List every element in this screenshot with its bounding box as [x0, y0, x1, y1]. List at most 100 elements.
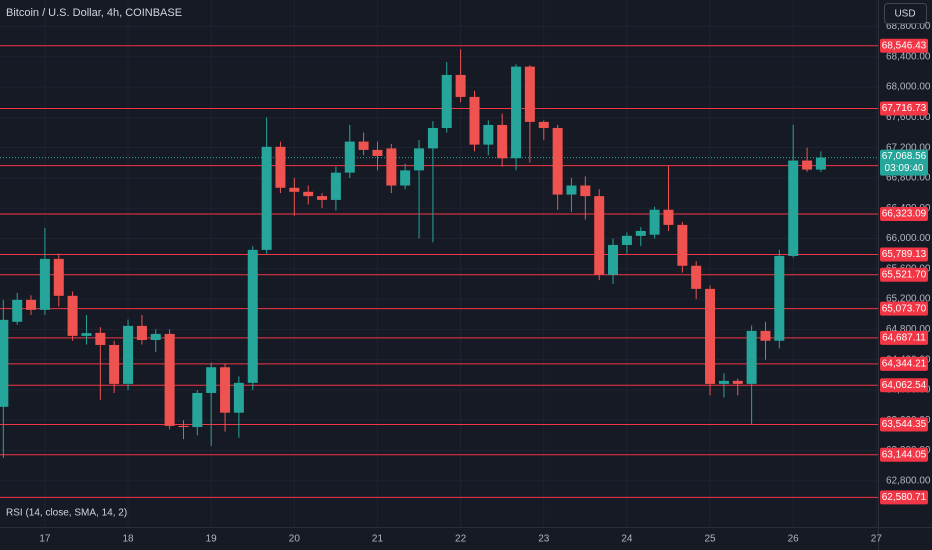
level-price-box — [880, 356, 928, 371]
candle-body — [233, 382, 244, 413]
level-price-label: 63,544.35 — [882, 419, 927, 430]
level-price-box — [880, 247, 928, 262]
level-price-box — [880, 301, 928, 316]
candle-body — [815, 157, 826, 170]
candle-body — [344, 141, 355, 173]
currency-button[interactable] — [884, 3, 927, 24]
candle-body — [538, 121, 549, 128]
level-price-box — [880, 330, 928, 345]
candle-body — [303, 191, 314, 197]
y-tick-label: 67,200.00 — [886, 142, 931, 153]
grid — [0, 0, 878, 527]
candle-body — [81, 333, 92, 336]
candle-body — [760, 330, 771, 341]
y-tick-label: 64,800.00 — [886, 324, 931, 335]
candle-body — [261, 146, 272, 250]
x-tick-label: 18 — [122, 534, 134, 545]
y-tick-label: 66,800.00 — [886, 173, 931, 184]
x-tick-label: 26 — [788, 534, 800, 545]
level-price-label: 64,062.54 — [882, 380, 927, 391]
candle-body — [123, 325, 134, 384]
x-tick-label: 21 — [372, 534, 384, 545]
candle-body — [635, 230, 646, 236]
candle-body — [746, 330, 757, 384]
axes: 62,800.0063,200.0063,600.0064,000.0064,4… — [39, 21, 931, 544]
candle-body — [330, 172, 341, 200]
candle-body — [67, 295, 78, 336]
candle-body — [136, 325, 147, 340]
candle-body — [774, 255, 785, 341]
candle-body — [552, 127, 563, 195]
candle-body — [566, 185, 577, 195]
candle-body — [109, 344, 120, 384]
candle-body — [178, 425, 189, 428]
levels — [0, 45, 878, 498]
chart-title: Bitcoin / U.S. Dollar, 4h, COINBASE — [6, 7, 182, 19]
level-price-label: 64,344.21 — [882, 359, 927, 370]
candle-body — [497, 124, 508, 159]
candle-body — [677, 224, 688, 266]
candle-body — [95, 332, 106, 345]
candle-body — [483, 124, 494, 145]
level-price-label: 65,073.70 — [882, 303, 927, 314]
x-tick-label: 17 — [39, 534, 51, 545]
candle-body — [12, 299, 23, 322]
candle-body — [275, 146, 286, 188]
level-price-label: 67,716.73 — [882, 103, 927, 114]
level-price-label: 66,323.09 — [882, 209, 927, 220]
candle-body — [441, 74, 452, 128]
y-tick-label: 66,000.00 — [886, 233, 931, 244]
candle-body — [386, 148, 397, 186]
candle-body — [621, 235, 632, 245]
x-tick-label: 19 — [206, 534, 218, 545]
candle-body — [649, 209, 660, 235]
last-price-label: 67,068.56 — [882, 151, 927, 162]
x-tick-label: 23 — [538, 534, 550, 545]
level-price-box — [880, 267, 928, 282]
candle-body — [663, 209, 674, 225]
x-tick-label: 25 — [704, 534, 716, 545]
y-tick-label: 67,600.00 — [886, 112, 931, 123]
candle-body — [372, 149, 383, 156]
candle-body — [802, 160, 813, 170]
currency-label: USD — [894, 9, 915, 20]
candle-body — [289, 187, 300, 192]
x-tick-label: 22 — [455, 534, 467, 545]
level-price-box — [880, 38, 928, 53]
level-price-box — [880, 101, 928, 116]
x-tick-label: 20 — [289, 534, 301, 545]
y-tick-label: 62,800.00 — [886, 475, 931, 486]
candle-body — [53, 258, 64, 296]
countdown-label: 03:09:40 — [885, 163, 924, 174]
level-price-label: 68,546.43 — [882, 40, 927, 51]
candle-body — [220, 367, 231, 413]
candle-body — [358, 141, 369, 150]
indicator-label: RSI (14, close, SMA, 14, 2) — [6, 508, 127, 519]
last-price-box — [880, 149, 928, 176]
candle-body — [511, 66, 522, 159]
level-price-label: 63,144.05 — [882, 449, 927, 460]
level-price-box — [880, 207, 928, 222]
y-tick-label: 65,200.00 — [886, 294, 931, 305]
candle-body — [455, 74, 466, 97]
level-price-box — [880, 447, 928, 462]
y-tick-label: 68,000.00 — [886, 82, 931, 93]
candle-body — [524, 66, 535, 122]
candle-body — [580, 185, 591, 197]
level-price-label: 64,687.11 — [882, 333, 926, 344]
candle-body — [247, 249, 258, 383]
candle-body — [150, 333, 161, 340]
candle-body — [608, 244, 619, 275]
x-tick-label: 24 — [621, 534, 633, 545]
level-price-label: 62,580.71 — [882, 492, 927, 503]
candle-body — [705, 288, 716, 384]
candle-body — [192, 392, 203, 428]
candle-body — [469, 96, 480, 145]
x-tick-label: 27 — [871, 534, 883, 545]
y-tick-label: 68,800.00 — [886, 21, 931, 32]
candle-body — [691, 265, 702, 289]
candle-body — [400, 170, 411, 186]
candle-body — [39, 258, 50, 310]
candle-body — [26, 299, 37, 310]
